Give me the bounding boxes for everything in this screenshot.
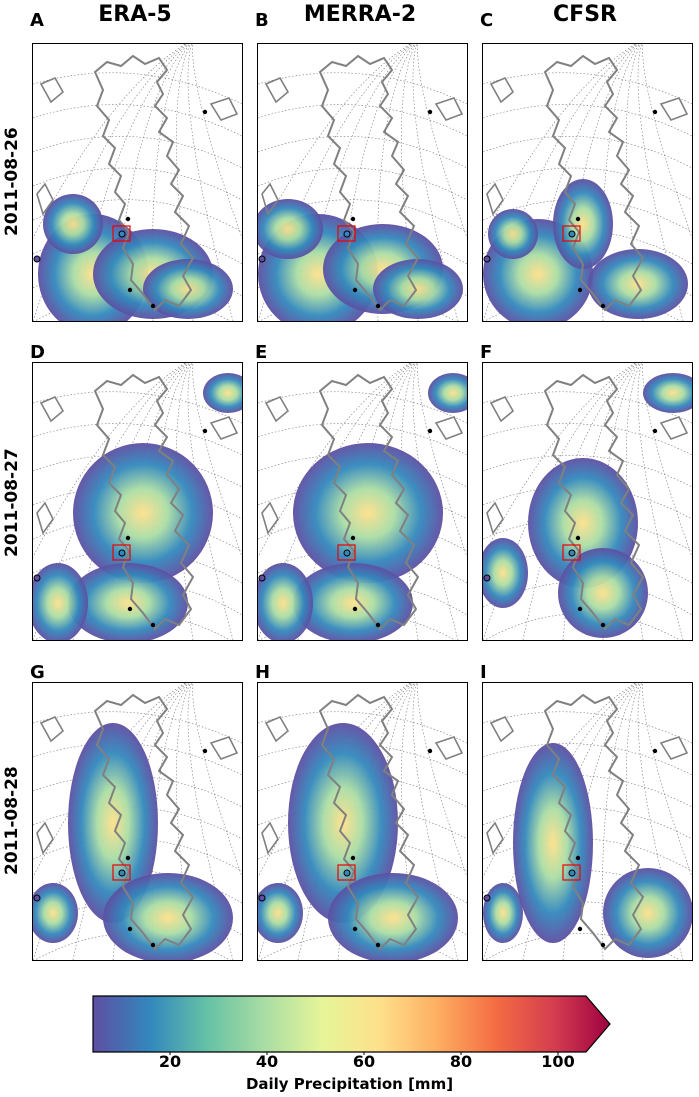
panel-letter-h: H [255, 662, 271, 683]
colorbar-tick-label-20: 20 [158, 1052, 182, 1071]
colorbar-body [92, 995, 611, 1053]
panel-letter-f: F [480, 342, 493, 363]
panel-letter-a: A [30, 10, 44, 31]
map-panel-b [257, 43, 468, 322]
row-title-2011-08-28: 2011-08-28 [2, 766, 22, 875]
colorbar-tick-label-80: 80 [449, 1052, 473, 1071]
colorbar-tick-label-60: 60 [352, 1052, 376, 1071]
map-panel-d [32, 362, 243, 641]
map-panel-f [482, 362, 693, 641]
panel-letter-c: C [480, 10, 494, 31]
panel-letter-d: D [30, 342, 45, 363]
colorbar-label: Daily Precipitation [mm] [245, 1075, 454, 1093]
map-panel-a [32, 43, 243, 322]
colorbar-tick-label-40: 40 [255, 1052, 279, 1071]
row-title-2011-08-27: 2011-08-27 [2, 448, 22, 557]
map-panel-h [257, 682, 468, 961]
map-panel-g [32, 682, 243, 961]
panel-letter-g: G [30, 662, 45, 683]
colorbar-tick-label-100: 100 [541, 1052, 575, 1071]
column-title-merra2: MERRA-2 [303, 2, 417, 27]
map-panel-i [482, 682, 693, 961]
colorbar [92, 995, 611, 1055]
panel-letter-b: B [255, 10, 269, 31]
column-title-cfsr: CFSR [553, 2, 617, 27]
column-title-era5: ERA-5 [98, 2, 172, 27]
map-panel-c [482, 43, 693, 322]
panel-letter-e: E [255, 342, 268, 363]
row-title-2011-08-26: 2011-08-26 [2, 127, 22, 236]
panel-letter-i: I [480, 662, 487, 683]
map-panel-e [257, 362, 468, 641]
